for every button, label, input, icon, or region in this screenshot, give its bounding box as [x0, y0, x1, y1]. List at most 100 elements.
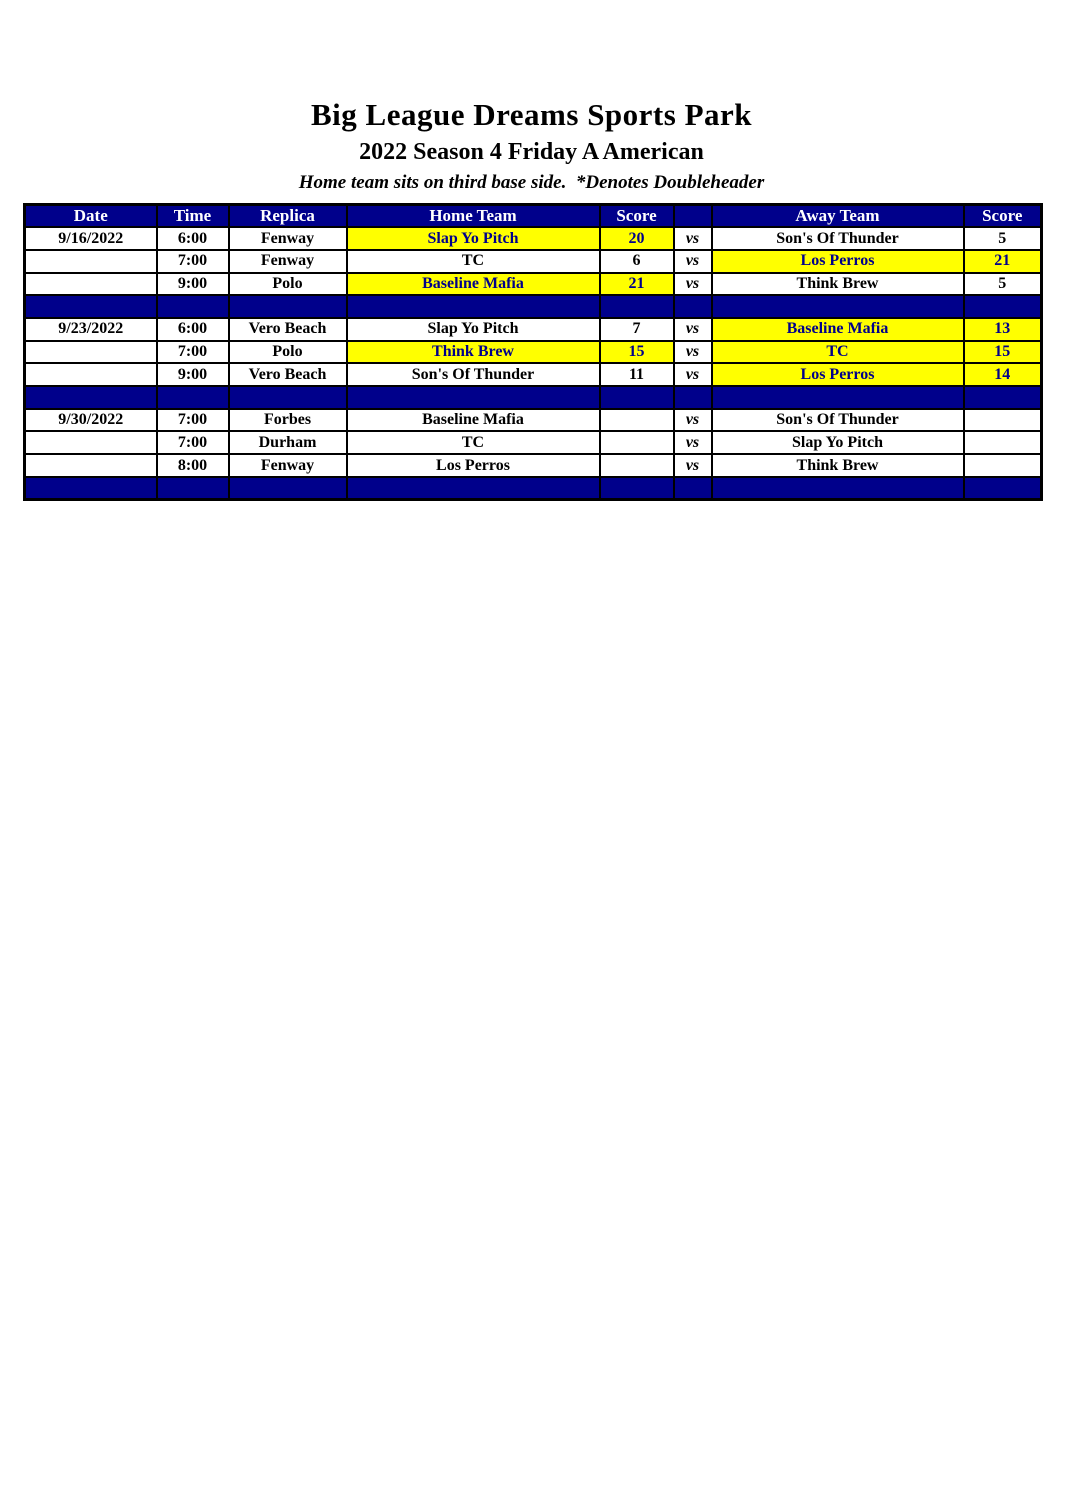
separator-cell [155, 294, 230, 319]
separator-cell [962, 475, 1043, 501]
header-row: Date Time Replica Home Team Score Away T… [23, 203, 1043, 229]
separator-row [23, 475, 1043, 501]
time-cell: 9:00 [155, 271, 230, 297]
vs-cell: vs [672, 226, 713, 251]
separator-cell [598, 385, 675, 410]
separator-cell [227, 385, 348, 410]
away-team-cell: Son's Of Thunder [710, 226, 965, 251]
replica-cell: Polo [227, 339, 348, 365]
away-team-cell: Slap Yo Pitch [710, 430, 965, 456]
separator-cell [155, 385, 230, 410]
date-cell [23, 248, 158, 274]
home-score-cell [598, 407, 675, 433]
away-score-cell: 5 [962, 226, 1043, 251]
col-header-date: Date [23, 203, 158, 229]
vs-cell: vs [672, 362, 713, 387]
separator-cell [23, 294, 158, 319]
home-team-cell: TC [345, 248, 601, 274]
away-score-cell [962, 430, 1043, 456]
home-team-cell: Slap Yo Pitch [345, 226, 601, 251]
game-row: 7:00 Polo Think Brew 15 vs TC 15 [23, 339, 1043, 365]
vs-cell: vs [672, 271, 713, 297]
replica-cell: Polo [227, 271, 348, 297]
away-team-cell: Think Brew [710, 271, 965, 297]
date-cell [23, 271, 158, 297]
separator-cell [155, 475, 230, 501]
date-cell: 9/16/2022 [23, 226, 158, 251]
separator-cell [345, 475, 601, 501]
schedule-sheet: Big League Dreams Sports Park 2022 Seaso… [23, 96, 1043, 501]
separator-cell [345, 294, 601, 319]
col-header-replica: Replica [227, 203, 348, 229]
replica-cell: Vero Beach [227, 316, 348, 342]
replica-cell: Fenway [227, 226, 348, 251]
separator-cell [710, 385, 965, 410]
separator-row [23, 294, 1043, 319]
game-row: 9/30/2022 7:00 Forbes Baseline Mafia vs Son's… [23, 407, 1043, 433]
replica-cell: Vero Beach [227, 362, 348, 387]
separator-cell [598, 475, 675, 501]
home-score-cell: 20 [598, 226, 675, 251]
away-team-cell: Son's Of Thunder [710, 407, 965, 433]
time-cell: 9:00 [155, 362, 230, 387]
separator-cell [710, 475, 965, 501]
home-team-cell: Think Brew [345, 339, 601, 365]
vs-cell: vs [672, 407, 713, 433]
away-team-cell: Think Brew [710, 453, 965, 478]
away-score-cell: 14 [962, 362, 1043, 387]
home-team-cell: Baseline Mafia [345, 407, 601, 433]
col-header-home-score: Score [598, 203, 675, 229]
away-score-cell: 15 [962, 339, 1043, 365]
away-team-cell: Baseline Mafia [710, 316, 965, 342]
date-cell [23, 362, 158, 387]
col-header-home-team: Home Team [345, 203, 601, 229]
home-team-cell: TC [345, 430, 601, 456]
separator-cell [345, 385, 601, 410]
away-team-cell: Los Perros [710, 362, 965, 387]
away-team-cell: Los Perros [710, 248, 965, 274]
date-cell: 9/23/2022 [23, 316, 158, 342]
schedule-table: Date Time Replica Home Team Score Away T… [23, 203, 1043, 501]
date-cell: 9/30/2022 [23, 407, 158, 433]
time-cell: 7:00 [155, 430, 230, 456]
separator-cell [672, 475, 713, 501]
home-score-cell [598, 430, 675, 456]
schedule-note: Home team sits on third base side. *Deno… [298, 172, 765, 193]
page-subtitle: 2022 Season 4 Friday A American [359, 139, 704, 165]
vs-cell: vs [672, 316, 713, 342]
separator-cell [962, 294, 1043, 319]
home-score-cell: 11 [598, 362, 675, 387]
replica-cell: Forbes [227, 407, 348, 433]
separator-cell [672, 294, 713, 319]
time-cell: 7:00 [155, 407, 230, 433]
game-row: 7:00 Fenway TC 6 vs Los Perros 21 [23, 248, 1043, 274]
home-score-cell: 21 [598, 271, 675, 297]
separator-cell [598, 294, 675, 319]
home-team-cell: Slap Yo Pitch [345, 316, 601, 342]
home-team-cell: Baseline Mafia [345, 271, 601, 297]
replica-cell: Durham [227, 430, 348, 456]
separator-cell [672, 385, 713, 410]
vs-cell: vs [672, 430, 713, 456]
time-cell: 6:00 [155, 226, 230, 251]
col-header-time: Time [155, 203, 230, 229]
time-cell: 8:00 [155, 453, 230, 478]
away-score-cell [962, 407, 1043, 433]
page-title: Big League Dreams Sports Park [310, 97, 753, 132]
vs-cell: vs [672, 339, 713, 365]
home-score-cell: 6 [598, 248, 675, 274]
date-cell [23, 453, 158, 478]
vs-cell: vs [672, 453, 713, 478]
game-row: 9/16/2022 6:00 Fenway Slap Yo Pitch 20 vs Son'… [23, 226, 1043, 251]
home-team-cell: Los Perros [345, 453, 601, 478]
separator-cell [23, 475, 158, 501]
time-cell: 6:00 [155, 316, 230, 342]
replica-cell: Fenway [227, 248, 348, 274]
separator-cell [710, 294, 965, 319]
home-team-cell: Son's Of Thunder [345, 362, 601, 387]
separator-cell [227, 294, 348, 319]
time-cell: 7:00 [155, 339, 230, 365]
separator-row [23, 385, 1043, 410]
schedule-table-body: 9/16/2022 6:00 Fenway Slap Yo Pitch 20 vs Son'… [23, 226, 1043, 501]
away-score-cell [962, 453, 1043, 478]
